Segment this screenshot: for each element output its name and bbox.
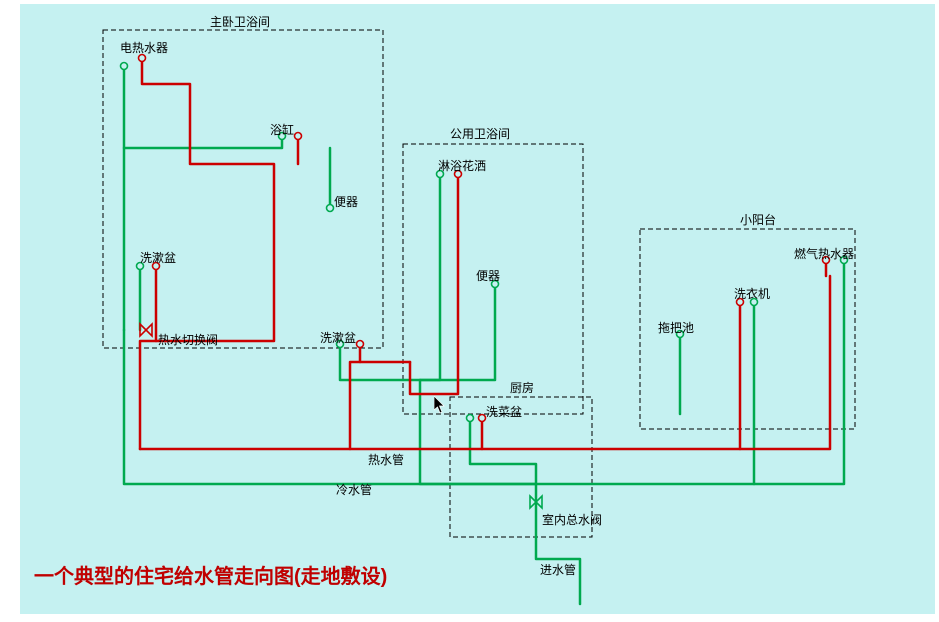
label-0: 电热水器	[120, 41, 168, 55]
terminal-4	[327, 205, 334, 212]
label-13: 洗衣机	[734, 286, 770, 301]
zone-label-public_bath: 公用卫浴间	[450, 127, 510, 141]
label-14: 燃气热水器	[794, 246, 854, 261]
mouse-cursor-icon	[434, 396, 448, 416]
label-3: 洗漱盆	[140, 251, 176, 265]
terminal-0	[121, 63, 128, 70]
piping-diagram: 主卧卫浴间公用卫浴间厨房小阳台电热水器浴缸便器洗漱盆热水切换阀淋浴花洒便器洗漱盆…	[20, 4, 939, 622]
diagram-title: 一个典型的住宅给水管走向图(走地敷设)	[34, 560, 387, 589]
label-2: 便器	[334, 195, 358, 209]
valve-0	[140, 324, 152, 336]
zone-master_bath	[103, 30, 383, 348]
label-9: 室内总水阀	[542, 512, 602, 527]
terminal-1	[139, 55, 146, 62]
label-11: 热水管	[368, 452, 404, 467]
cold-pipe-5	[124, 138, 282, 330]
label-6: 便器	[476, 269, 500, 283]
label-8: 洗菜盆	[486, 405, 522, 419]
cold-pipe-8	[420, 176, 440, 380]
label-12: 冷水管	[336, 482, 372, 497]
cold-pipe-10	[536, 262, 844, 484]
zone-label-balcony: 小阳台	[740, 212, 776, 227]
cold-pipe-2	[470, 420, 536, 484]
terminal-13	[479, 415, 486, 422]
label-1: 浴缸	[270, 122, 294, 137]
hot-pipe-0	[140, 276, 830, 449]
hot-pipe-3	[350, 346, 360, 449]
label-15: 拖把池	[658, 321, 694, 335]
terminal-3	[295, 133, 302, 140]
zone-label-kitchen: 厨房	[510, 380, 534, 395]
label-4: 热水切换阀	[158, 333, 218, 347]
label-5: 淋浴花洒	[438, 158, 486, 173]
diagram-canvas: 主卧卫浴间公用卫浴间厨房小阳台电热水器浴缸便器洗漱盆热水切换阀淋浴花洒便器洗漱盆…	[20, 4, 935, 614]
zone-label-master_bath: 主卧卫浴间	[210, 15, 270, 29]
terminal-11	[357, 341, 364, 348]
terminal-12	[467, 415, 474, 422]
cold-pipe-3	[124, 330, 536, 484]
hot-pipe-4	[410, 176, 458, 394]
label-7: 洗漱盆	[320, 331, 356, 345]
label-10: 进水管	[540, 562, 576, 577]
